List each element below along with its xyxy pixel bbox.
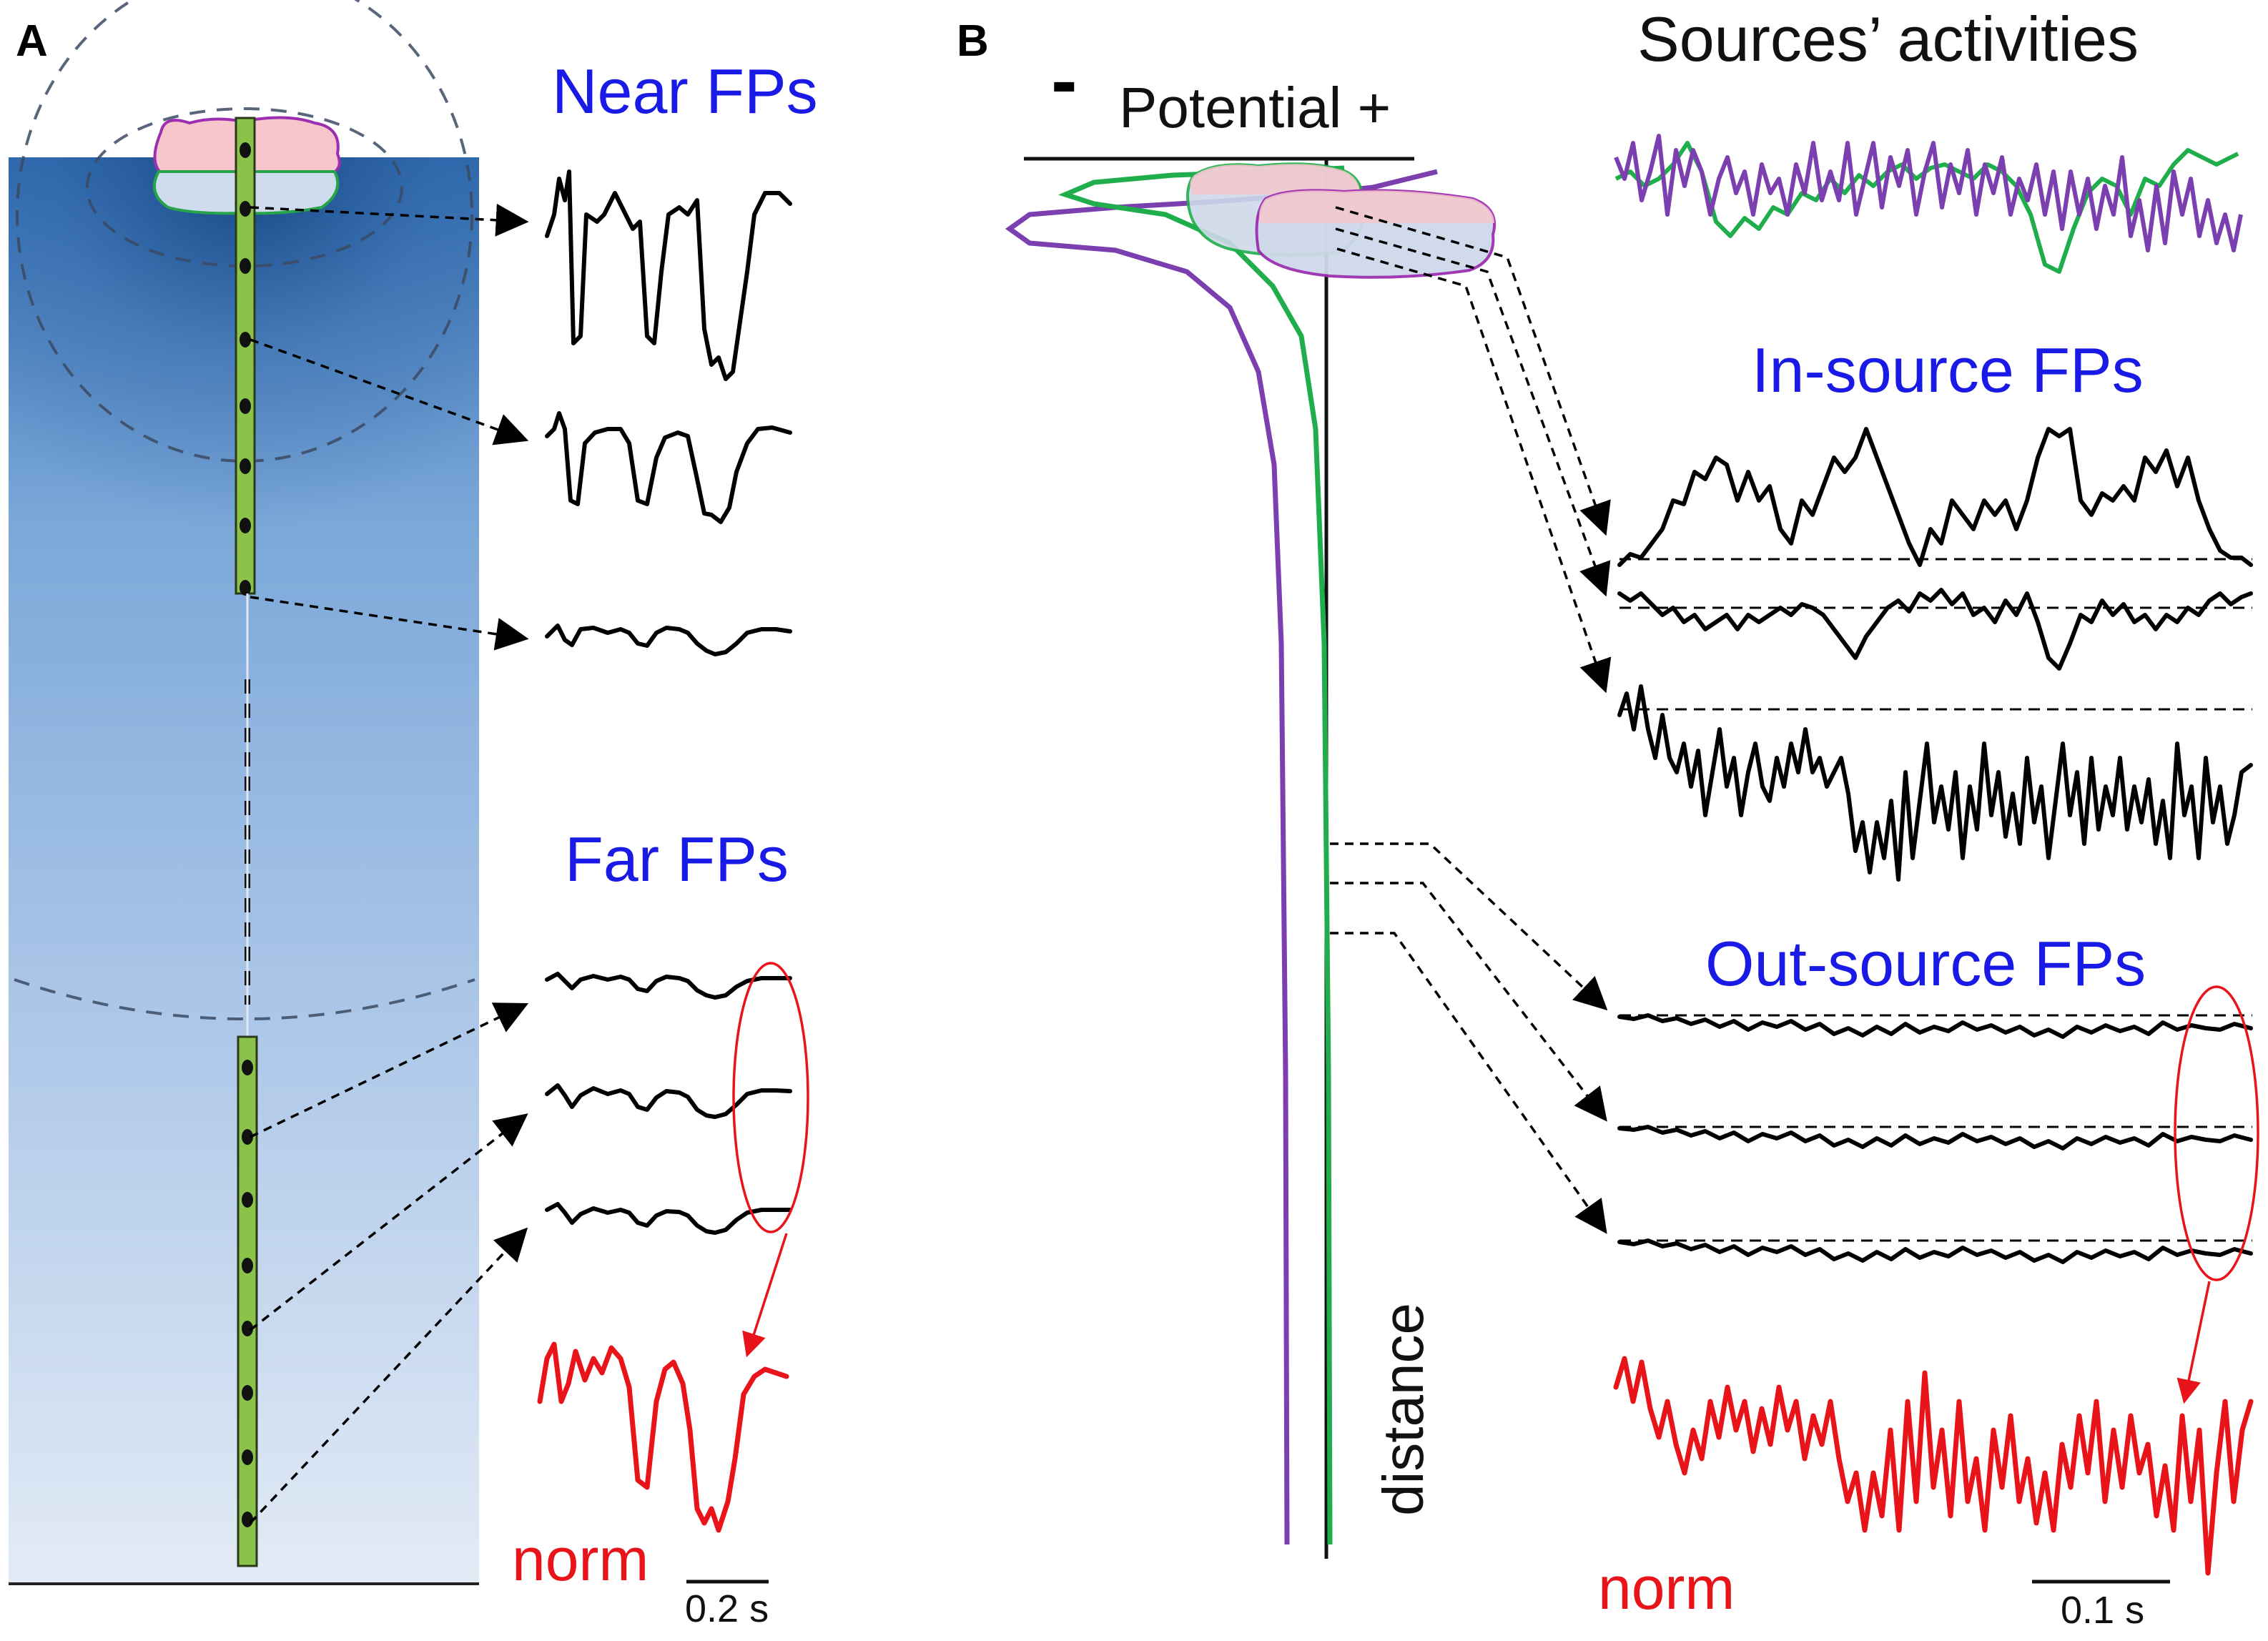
isopotential-ring-2	[16, 0, 473, 463]
out-source-norm-trace	[1613, 1356, 2254, 1576]
arrow-contact-to-far-1	[250, 1002, 529, 1138]
arrow-distance-to-out-2	[1330, 882, 1607, 1122]
out-source-selection-ellipse	[2174, 985, 2259, 1281]
panel-a-label: A	[16, 16, 48, 66]
in-source-trace-1	[1617, 427, 2253, 567]
far-trace-2	[545, 1083, 792, 1119]
out-source-norm-arrow	[2176, 1281, 2211, 1404]
electrode-upper	[235, 117, 256, 595]
arrow-contact-to-far-3	[249, 1227, 528, 1524]
panel-a-norm-label: norm	[512, 1526, 649, 1593]
far-norm-trace	[537, 1341, 789, 1533]
arrow-distance-to-out-1	[1330, 842, 1608, 1011]
near-trace-1	[545, 169, 792, 381]
b-source-purple-top	[1259, 190, 1494, 223]
potential-minus: -	[1051, 36, 1078, 124]
distance-label: distance	[1371, 1303, 1435, 1516]
sources-title: Sources’ activities	[1637, 4, 2139, 74]
source-activity-purple	[1614, 134, 2243, 252]
electrode-lower-contacts	[242, 1060, 253, 1527]
near-trace-2	[545, 411, 792, 524]
far-trace-3	[545, 1202, 792, 1235]
in-source-trace-3	[1617, 684, 2253, 882]
panel-b-scale-label: 0.1 s	[2061, 1589, 2144, 1632]
out-source-title: Out-source FPs	[1705, 928, 2146, 999]
far-trace-1	[545, 972, 792, 1000]
arrow-contact-to-near-3	[250, 596, 529, 651]
potential-label: Potential +	[1119, 76, 1391, 139]
out-source-trace-1	[1617, 1013, 2253, 1039]
near-trace-3	[545, 624, 792, 656]
green-potential-curve	[1058, 165, 1345, 1545]
far-fps-title: Far FPs	[565, 824, 789, 895]
arrow-contact-to-far-2	[249, 1113, 528, 1331]
arrow-distance-to-out-3	[1330, 932, 1607, 1234]
panel-a-scale-label: 0.2 s	[685, 1587, 769, 1630]
near-fps-title: Near FPs	[552, 56, 818, 127]
panel-b-norm-label: norm	[1598, 1554, 1735, 1622]
electrode-lower	[237, 1035, 258, 1567]
isopotential-ring-far	[14, 978, 475, 1020]
far-selection-ellipse	[732, 962, 809, 1233]
panel-b: B - Potential + distance Sources’ activi…	[957, 4, 2259, 1632]
in-source-title: In-source FPs	[1752, 335, 2144, 405]
out-source-trace-2	[1617, 1125, 2253, 1150]
arrow-contact-to-near-1	[250, 203, 529, 237]
out-source-trace-3	[1617, 1238, 2253, 1264]
arrow-source-to-in-3	[1336, 247, 1612, 694]
arrow-source-to-in-2	[1335, 227, 1611, 597]
panel-a: A	[9, 0, 818, 1630]
arrow-contact-to-near-2	[250, 338, 529, 445]
electrode-upper-contacts	[240, 142, 251, 596]
panel-b-label: B	[957, 16, 989, 66]
b-source-green-top	[1190, 164, 1361, 194]
far-norm-arrow	[742, 1233, 788, 1358]
in-source-trace-2	[1617, 588, 2253, 671]
